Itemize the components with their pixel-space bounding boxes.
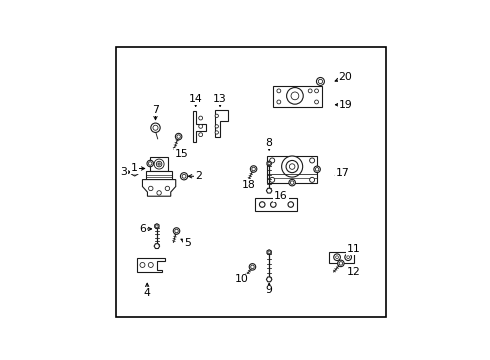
Circle shape — [316, 167, 319, 171]
Circle shape — [148, 262, 153, 267]
Circle shape — [270, 158, 275, 163]
Circle shape — [334, 254, 341, 261]
Text: 20: 20 — [339, 72, 352, 82]
Circle shape — [250, 166, 257, 172]
Circle shape — [151, 123, 160, 132]
Circle shape — [249, 264, 256, 270]
Text: 13: 13 — [213, 94, 227, 104]
Circle shape — [310, 158, 315, 163]
Circle shape — [338, 260, 344, 267]
Text: 17: 17 — [336, 168, 349, 179]
Polygon shape — [255, 198, 297, 211]
Circle shape — [282, 156, 303, 177]
Text: 6: 6 — [140, 224, 147, 234]
Text: 7: 7 — [152, 105, 159, 115]
Polygon shape — [215, 110, 228, 137]
Text: 16: 16 — [274, 191, 288, 201]
Circle shape — [165, 186, 170, 191]
Text: 1: 1 — [131, 163, 138, 174]
Circle shape — [177, 135, 180, 138]
Circle shape — [277, 100, 281, 104]
Circle shape — [199, 116, 203, 120]
Circle shape — [199, 133, 203, 136]
Polygon shape — [154, 244, 160, 248]
Polygon shape — [193, 111, 206, 141]
Text: 9: 9 — [266, 285, 272, 296]
Circle shape — [148, 162, 152, 165]
Text: 10: 10 — [235, 274, 248, 284]
Circle shape — [215, 131, 219, 134]
Circle shape — [175, 133, 182, 140]
Text: 5: 5 — [184, 238, 191, 248]
Circle shape — [157, 191, 161, 195]
Circle shape — [182, 174, 186, 178]
Polygon shape — [131, 168, 138, 176]
Circle shape — [318, 79, 322, 84]
Circle shape — [291, 181, 294, 184]
Circle shape — [140, 262, 145, 267]
Bar — [146, 171, 172, 180]
Circle shape — [308, 89, 312, 93]
Bar — [150, 157, 168, 171]
Circle shape — [175, 229, 178, 233]
Circle shape — [158, 163, 160, 165]
Circle shape — [290, 164, 295, 169]
Text: 14: 14 — [189, 94, 202, 104]
Text: 2: 2 — [195, 171, 202, 181]
Circle shape — [289, 179, 295, 186]
Text: 18: 18 — [242, 180, 255, 190]
Circle shape — [148, 186, 153, 191]
Circle shape — [315, 89, 318, 93]
Polygon shape — [138, 258, 165, 273]
Circle shape — [147, 160, 153, 167]
Circle shape — [268, 162, 270, 165]
Circle shape — [277, 89, 281, 93]
Polygon shape — [143, 180, 176, 196]
Text: 12: 12 — [347, 267, 361, 277]
Circle shape — [270, 202, 276, 207]
Circle shape — [252, 167, 255, 171]
Text: 11: 11 — [347, 244, 361, 254]
Circle shape — [180, 173, 188, 180]
Polygon shape — [155, 224, 159, 229]
Circle shape — [286, 161, 298, 173]
Circle shape — [251, 265, 254, 269]
Circle shape — [317, 77, 324, 85]
Circle shape — [347, 256, 349, 258]
Circle shape — [215, 114, 219, 117]
Text: 15: 15 — [174, 149, 188, 159]
Polygon shape — [329, 252, 354, 263]
Circle shape — [156, 161, 162, 167]
Bar — [267, 156, 317, 183]
Circle shape — [314, 166, 320, 172]
Circle shape — [153, 125, 158, 130]
Polygon shape — [267, 161, 271, 166]
Circle shape — [310, 177, 315, 183]
Text: 4: 4 — [144, 288, 150, 298]
Text: 8: 8 — [266, 138, 272, 148]
Polygon shape — [267, 277, 272, 282]
Circle shape — [268, 251, 270, 253]
Circle shape — [288, 202, 294, 207]
Circle shape — [270, 177, 275, 183]
Circle shape — [345, 254, 351, 261]
Text: 19: 19 — [339, 100, 352, 110]
Circle shape — [154, 159, 164, 169]
Circle shape — [156, 225, 158, 228]
Circle shape — [259, 202, 265, 207]
Circle shape — [133, 170, 137, 174]
Circle shape — [291, 92, 299, 100]
Bar — [273, 86, 322, 107]
Circle shape — [336, 256, 339, 258]
Circle shape — [215, 125, 219, 128]
Circle shape — [287, 87, 303, 104]
Text: 3: 3 — [120, 167, 127, 177]
Circle shape — [173, 228, 180, 234]
Polygon shape — [267, 188, 272, 193]
Circle shape — [339, 262, 343, 265]
Circle shape — [315, 100, 318, 104]
Polygon shape — [267, 250, 271, 255]
Circle shape — [199, 125, 203, 128]
